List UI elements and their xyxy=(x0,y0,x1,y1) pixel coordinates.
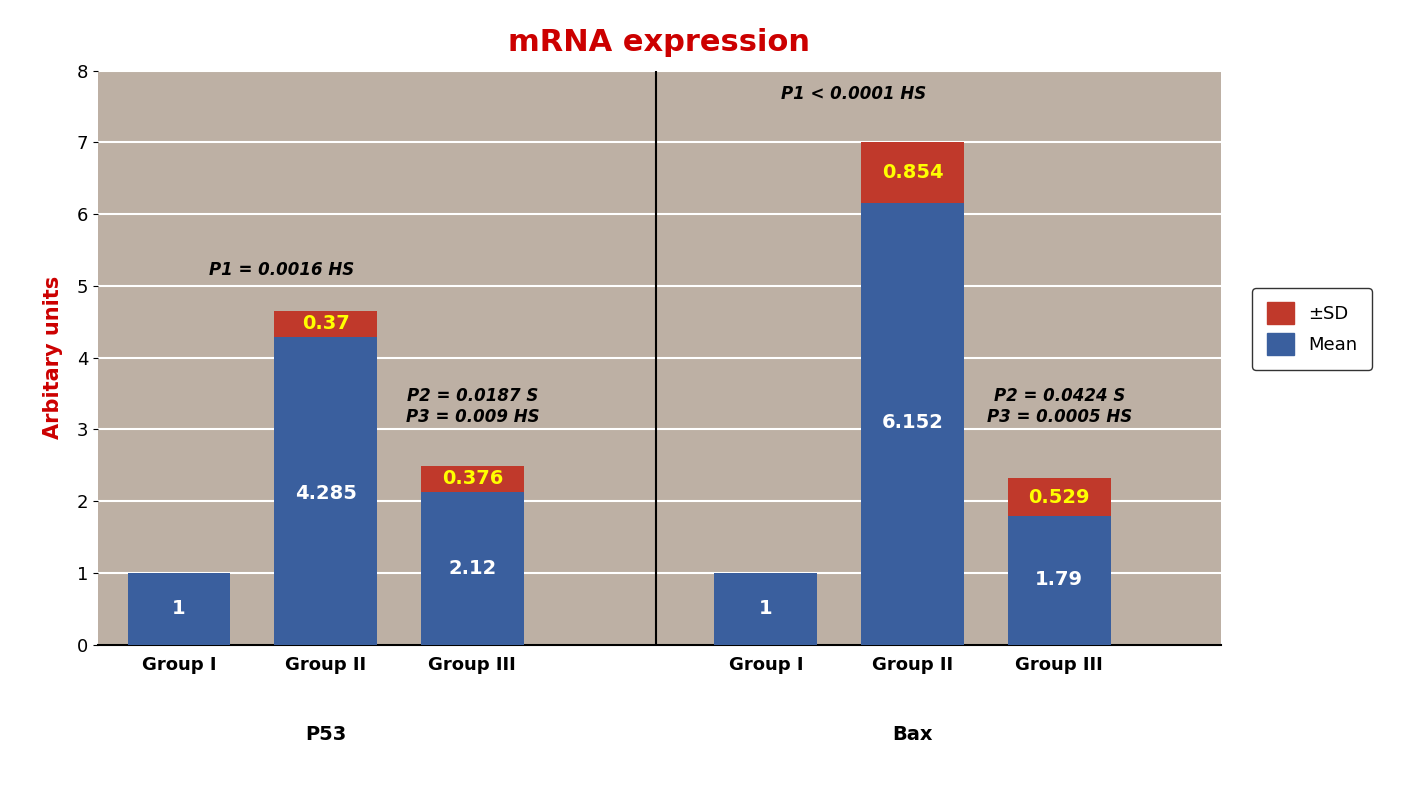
Text: 0.37: 0.37 xyxy=(302,314,349,333)
Text: 0.854: 0.854 xyxy=(881,163,943,182)
Text: 1.79: 1.79 xyxy=(1035,571,1083,590)
Text: 6.152: 6.152 xyxy=(881,413,943,432)
Text: 0.376: 0.376 xyxy=(442,469,504,488)
Bar xyxy=(274,310,377,337)
Bar xyxy=(1007,516,1111,645)
Title: mRNA expression: mRNA expression xyxy=(508,28,811,57)
Text: P2 = 0.0187 S
P3 = 0.009 HS: P2 = 0.0187 S P3 = 0.009 HS xyxy=(405,387,539,426)
Text: P2 = 0.0424 S
P3 = 0.0005 HS: P2 = 0.0424 S P3 = 0.0005 HS xyxy=(986,387,1132,426)
Bar xyxy=(714,573,817,645)
Legend: ±SD, Mean: ±SD, Mean xyxy=(1251,288,1372,370)
Bar xyxy=(274,337,377,645)
Bar xyxy=(421,493,523,645)
Text: 1: 1 xyxy=(173,599,185,618)
Bar xyxy=(1007,478,1111,516)
Text: 2.12: 2.12 xyxy=(448,559,497,578)
Text: P53: P53 xyxy=(304,725,347,744)
Text: 0.529: 0.529 xyxy=(1028,487,1090,507)
Text: Bax: Bax xyxy=(892,725,933,744)
Text: 1: 1 xyxy=(759,599,773,618)
Text: 4.285: 4.285 xyxy=(295,484,356,503)
Text: P1 = 0.0016 HS: P1 = 0.0016 HS xyxy=(209,261,354,279)
Text: P1 < 0.0001 HS: P1 < 0.0001 HS xyxy=(781,85,926,103)
Bar xyxy=(861,204,964,645)
Bar xyxy=(861,142,964,204)
Bar xyxy=(128,573,230,645)
Bar xyxy=(421,465,523,493)
Y-axis label: Arbitary units: Arbitary units xyxy=(43,276,63,439)
